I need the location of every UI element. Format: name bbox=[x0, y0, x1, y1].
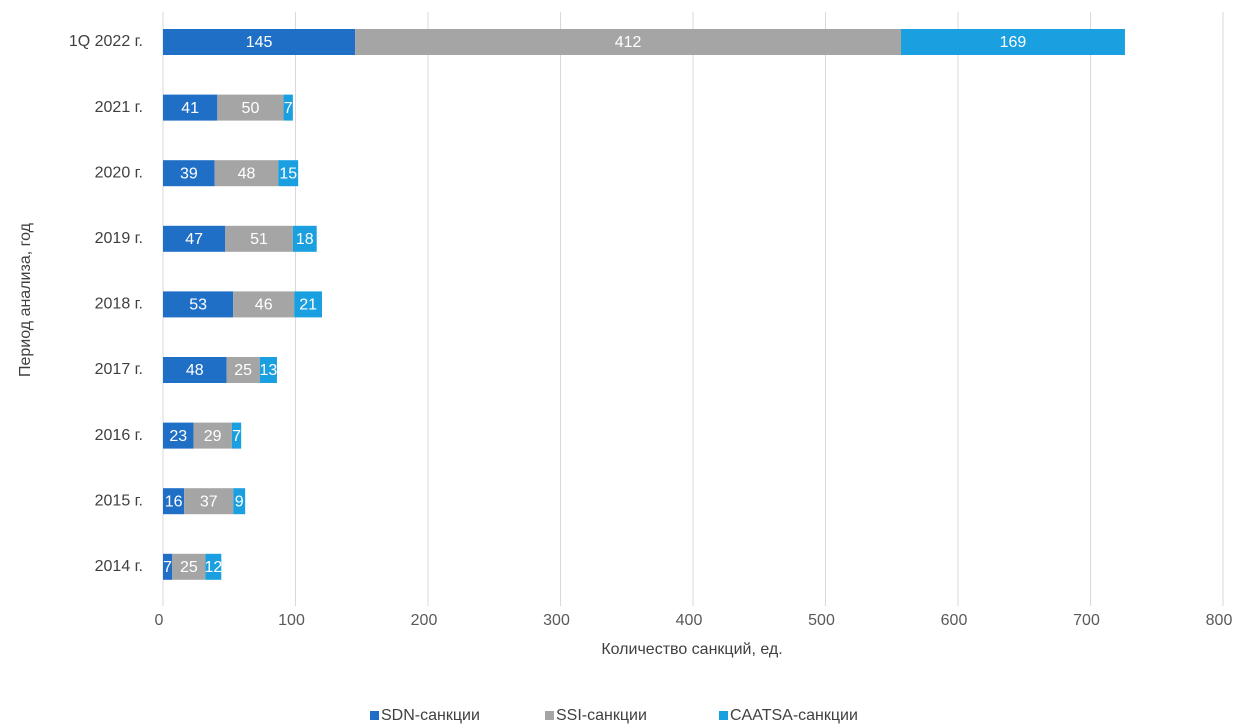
x-axis-title: Количество санкций, ед. bbox=[601, 641, 782, 658]
bar-segment bbox=[283, 94, 293, 121]
legend: SDN-санкции SSI-санкции CAATSA-санкции bbox=[370, 707, 858, 724]
category-label: 2017 г. bbox=[95, 361, 143, 378]
y-axis-title: Период анализа, год bbox=[17, 222, 34, 377]
data-label: 48 bbox=[186, 362, 204, 379]
bar-segment bbox=[233, 488, 246, 515]
bar-segment bbox=[163, 225, 226, 252]
data-label: 48 bbox=[238, 165, 256, 182]
data-label: 15 bbox=[279, 165, 297, 182]
grid bbox=[162, 12, 1224, 606]
x-tick-label: 800 bbox=[1206, 612, 1233, 629]
data-label: 23 bbox=[169, 428, 187, 445]
data-label: 41 bbox=[181, 100, 199, 117]
data-label: 13 bbox=[259, 362, 277, 379]
legend-label: SSI-санкции bbox=[556, 707, 647, 724]
legend-label: SDN-санкции bbox=[381, 707, 480, 724]
data-label: 39 bbox=[180, 165, 198, 182]
category-label: 1Q 2022 г. bbox=[69, 33, 143, 50]
bar-segment bbox=[163, 422, 194, 449]
x-tick-label: 0 bbox=[155, 612, 164, 629]
bar-segment bbox=[163, 94, 218, 121]
category-label: 2016 г. bbox=[95, 427, 143, 444]
data-label: 21 bbox=[299, 297, 317, 314]
bar-segment bbox=[355, 29, 902, 55]
x-tick-labels: 0 100 200 300 400 500 600 700 800 bbox=[155, 612, 1233, 629]
bar-segment bbox=[163, 160, 215, 187]
x-tick-label: 100 bbox=[278, 612, 305, 629]
bar-segment bbox=[217, 94, 284, 121]
category-labels: 1Q 2022 г. 2021 г. 2020 г. 2019 г. 2018 г. 20… bbox=[69, 33, 143, 575]
data-label: 47 bbox=[185, 231, 203, 248]
bar-segment bbox=[292, 225, 317, 252]
bar-segment bbox=[163, 488, 185, 515]
data-label: 145 bbox=[246, 34, 273, 51]
bar-segment bbox=[193, 422, 232, 449]
data-label: 7 bbox=[163, 559, 172, 576]
bar-segment bbox=[163, 553, 173, 580]
x-tick-label: 200 bbox=[411, 612, 438, 629]
bar-segment bbox=[163, 291, 234, 318]
data-label: 37 bbox=[200, 493, 218, 510]
bar-segment bbox=[225, 225, 293, 252]
category-label: 2015 г. bbox=[95, 492, 143, 509]
bar-segment bbox=[901, 29, 1125, 55]
category-label: 2021 г. bbox=[95, 99, 143, 116]
bar-segment bbox=[172, 553, 206, 580]
data-label: 16 bbox=[165, 493, 183, 510]
category-label: 2014 г. bbox=[95, 558, 143, 575]
bar-segment bbox=[294, 291, 322, 318]
data-label: 169 bbox=[1000, 34, 1027, 51]
data-label: 412 bbox=[615, 34, 642, 51]
data-label: 25 bbox=[234, 362, 252, 379]
bar-segment bbox=[278, 160, 299, 187]
bar-segment bbox=[205, 553, 222, 580]
legend-swatch bbox=[545, 711, 554, 720]
bar-segment bbox=[163, 29, 356, 55]
category-label: 2020 г. bbox=[95, 164, 143, 181]
x-tick-label: 500 bbox=[808, 612, 835, 629]
legend-swatch bbox=[719, 711, 728, 720]
data-label: 18 bbox=[296, 231, 314, 248]
bar-segment bbox=[163, 357, 227, 383]
bar-segment bbox=[184, 488, 234, 515]
bar-segment bbox=[226, 357, 260, 383]
data-label: 12 bbox=[204, 559, 222, 576]
legend-label: CAATSA-санкции bbox=[730, 707, 858, 724]
bar-segment bbox=[233, 291, 295, 318]
category-label: 2019 г. bbox=[95, 230, 143, 247]
bar-segment bbox=[214, 160, 279, 187]
data-label: 46 bbox=[255, 297, 273, 314]
legend-swatch bbox=[370, 711, 379, 720]
bar-segment bbox=[259, 357, 277, 383]
data-label: 50 bbox=[242, 100, 260, 117]
bar-segment bbox=[231, 422, 242, 449]
data-label: 25 bbox=[180, 559, 198, 576]
data-label: 9 bbox=[235, 493, 244, 510]
data-label: 29 bbox=[204, 428, 222, 445]
x-tick-label: 700 bbox=[1073, 612, 1100, 629]
data-label: 7 bbox=[284, 100, 293, 117]
data-label: 7 bbox=[232, 428, 241, 445]
data-label: 53 bbox=[189, 297, 207, 314]
x-tick-label: 300 bbox=[543, 612, 570, 629]
x-tick-label: 400 bbox=[676, 612, 703, 629]
category-label: 2018 г. bbox=[95, 296, 143, 313]
data-label: 51 bbox=[250, 231, 268, 248]
bars bbox=[163, 29, 1125, 580]
x-tick-label: 600 bbox=[941, 612, 968, 629]
